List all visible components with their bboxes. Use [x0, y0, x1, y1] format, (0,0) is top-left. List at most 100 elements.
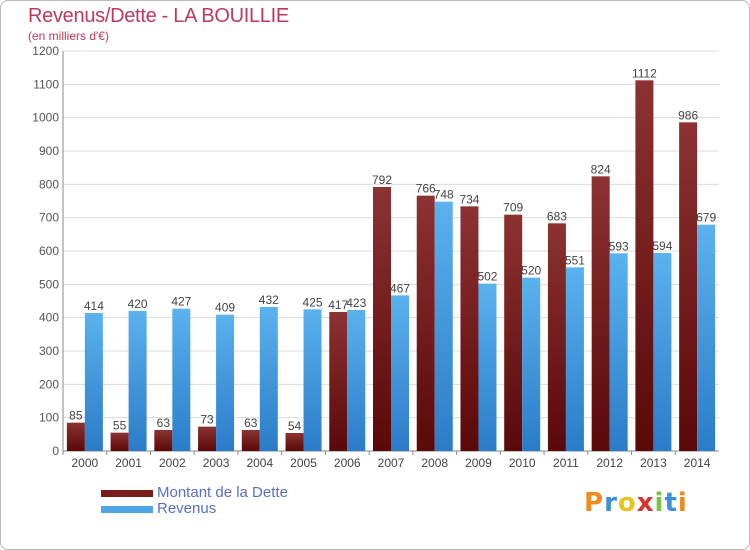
bar-revenus-2006	[347, 310, 366, 451]
y-tick-label: 700	[39, 211, 59, 225]
y-tick-label: 1000	[32, 111, 59, 125]
x-tick-label: 2006	[334, 456, 361, 470]
x-tick-label: 2003	[203, 456, 230, 470]
data-label-revenus-2011: 551	[565, 253, 585, 267]
y-axis-ticks: 0 100 200 300 400 500 600 700 800 900 1000 1100 1200	[32, 44, 59, 458]
x-tick-label: 2001	[115, 456, 142, 470]
y-tick-label: 0	[52, 444, 59, 458]
data-label-revenus-2014: 679	[696, 211, 716, 225]
x-tick-label: 2000	[72, 456, 99, 470]
bar-debt-2010	[504, 214, 523, 451]
y-tick-label: 1100	[33, 77, 59, 91]
bar-revenus-2008	[434, 201, 453, 451]
bar-debt-2002	[154, 430, 173, 451]
bar-debt-2013	[635, 80, 654, 451]
logo-letter: r	[604, 488, 618, 518]
x-tick-label: 2011	[553, 456, 579, 470]
data-label-debt-2006: 417	[328, 298, 348, 312]
y-tick-label: 500	[39, 277, 59, 291]
bar-debt-2011	[547, 223, 566, 451]
data-label-revenus-2005: 425	[303, 295, 323, 309]
y-tick-label: 100	[39, 411, 59, 425]
bar-revenus-2005	[303, 309, 322, 451]
bar-revenus-2004	[259, 307, 278, 451]
bar-debt-2007	[373, 187, 391, 451]
y-tick-label: 300	[39, 344, 59, 358]
data-label-debt-2010: 709	[503, 201, 523, 215]
data-label-debt-2013: 1112	[632, 66, 657, 80]
x-tick-label: 2004	[246, 456, 273, 470]
x-tick-label: 2014	[684, 456, 711, 470]
data-label-debt-2001: 55	[113, 419, 127, 433]
data-label-revenus-2004: 432	[259, 293, 279, 307]
data-label-debt-2000: 85	[69, 409, 83, 423]
bar-revenus-2007	[391, 295, 409, 451]
data-label-debt-2003: 73	[200, 413, 214, 427]
data-label-debt-2011: 683	[547, 209, 567, 223]
x-tick-label: 2010	[509, 456, 536, 470]
y-tick-label: 900	[39, 144, 59, 158]
legend-label-debt: Montant de la Dette	[157, 484, 288, 501]
bar-debt-2003	[198, 426, 217, 451]
legend-label-revenus: Revenus	[157, 500, 217, 517]
x-axis-ticks: 2000 2001 2002 2003 2004 2005 2006 2007 2008 2009…	[62, 451, 711, 470]
data-label-revenus-2009: 502	[477, 270, 497, 284]
proxiti-logo: Proxiti	[584, 488, 688, 518]
data-label-revenus-2002: 427	[171, 295, 191, 309]
x-tick-label: 2009	[465, 456, 492, 470]
logo-letter: x	[636, 488, 655, 518]
x-tick-label: 2012	[596, 456, 623, 470]
bar-debt-2009	[460, 206, 479, 451]
bar-revenus-2002	[172, 308, 191, 451]
logo-letter: t	[664, 488, 678, 518]
x-tick-label: 2002	[159, 456, 186, 470]
bar-revenus-2011	[565, 267, 584, 451]
data-label-revenus-2001: 420	[128, 297, 148, 311]
logo-letter: i	[677, 488, 688, 518]
data-label-revenus-2007: 467	[390, 281, 410, 295]
bar-debt-2005	[285, 433, 304, 451]
data-label-revenus-2010: 520	[521, 264, 541, 278]
bar-revenus-2001	[128, 311, 147, 451]
data-label-debt-2012: 824	[591, 162, 611, 176]
legend-swatch-debt	[101, 490, 153, 497]
logo-letter: i	[654, 488, 665, 518]
data-label-revenus-2003: 409	[215, 301, 235, 315]
bar-debt-2012	[591, 176, 610, 452]
y-tick-label: 800	[39, 177, 59, 191]
chart-subtitle: (en milliers d'€)	[28, 29, 109, 43]
chart-title: Revenus/Dette - LA BOUILLIE	[28, 5, 289, 27]
bars	[66, 80, 716, 452]
data-label-debt-2008: 766	[416, 182, 436, 196]
bar-revenus-2000	[84, 313, 103, 451]
data-label-debt-2007: 792	[372, 173, 392, 187]
bar-revenus-2009	[478, 283, 497, 451]
y-tick-label: 1200	[32, 44, 59, 58]
data-label-debt-2002: 63	[157, 416, 171, 430]
bar-debt-2000	[66, 422, 85, 451]
data-label-revenus-2013: 594	[652, 239, 672, 253]
data-label-revenus-2000: 414	[84, 299, 104, 313]
logo-letter: o	[617, 488, 637, 518]
x-tick-label: 2005	[290, 456, 317, 470]
bar-revenus-2010	[522, 277, 541, 451]
data-label-debt-2014: 986	[678, 108, 698, 122]
bar-debt-2001	[110, 432, 129, 451]
data-label-revenus-2008: 748	[434, 188, 454, 202]
legend-swatch-revenus	[101, 506, 153, 513]
data-label-revenus-2012: 593	[609, 239, 629, 253]
data-label-debt-2004: 63	[244, 416, 258, 430]
y-tick-label: 400	[39, 311, 59, 325]
bar-debt-2006	[329, 312, 348, 451]
x-tick-label: 2007	[378, 456, 405, 470]
bar-debt-2004	[241, 430, 260, 451]
bar-debt-2008	[416, 195, 435, 451]
x-tick-label: 2008	[421, 456, 448, 470]
y-tick-label: 600	[39, 244, 59, 258]
data-label-debt-2005: 54	[288, 419, 302, 433]
data-label-revenus-2006: 423	[346, 296, 366, 310]
bar-debt-2014	[679, 122, 698, 451]
